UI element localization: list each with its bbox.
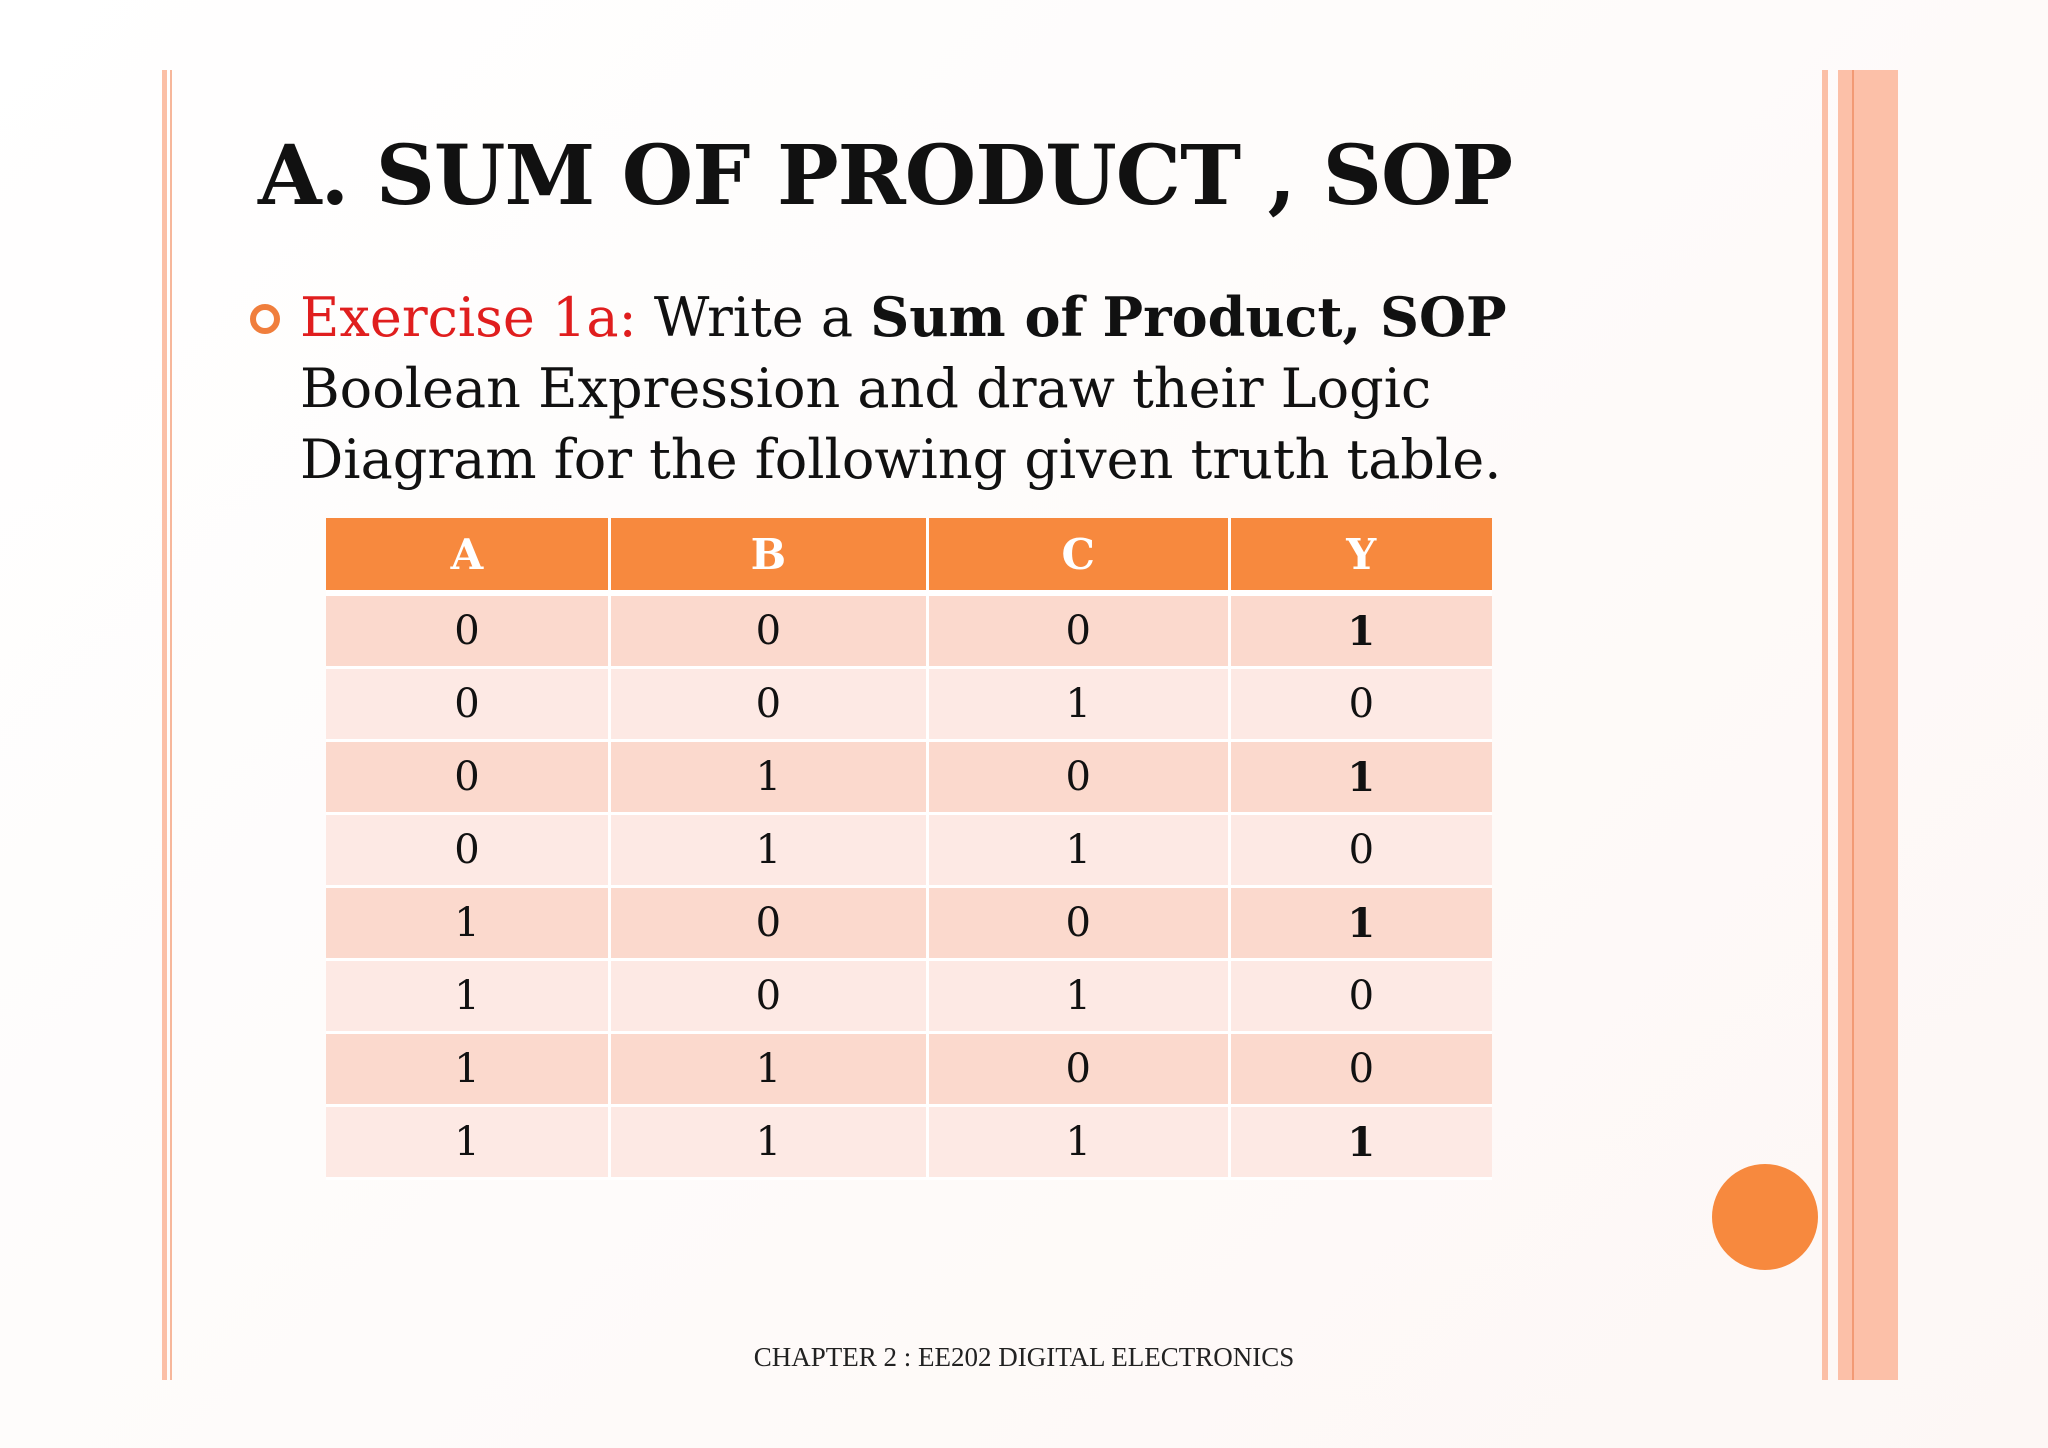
cell-a: 0 xyxy=(326,740,611,815)
truth-table-header-row: A B C Y xyxy=(326,518,1492,596)
exercise-paragraph: Exercise 1a: Write a Sum of Product, SOP… xyxy=(300,282,1560,495)
right-border-thick xyxy=(1838,70,1898,1380)
exercise-text-start: Write a xyxy=(636,286,871,349)
cell-a: 1 xyxy=(326,886,611,961)
cell-c: 1 xyxy=(927,813,1231,888)
cell-c: 0 xyxy=(927,886,1231,961)
cell-c: 0 xyxy=(927,593,1231,669)
table-row: 1 1 0 0 xyxy=(326,1032,1492,1107)
cell-y: 0 xyxy=(1229,959,1492,1034)
cell-c: 1 xyxy=(927,959,1231,1034)
cell-y: 1 xyxy=(1229,740,1492,815)
right-border-accent-line xyxy=(1852,70,1854,1380)
cell-c: 1 xyxy=(927,1105,1231,1180)
cell-a: 1 xyxy=(326,959,611,1034)
header-cell-y: Y xyxy=(1229,518,1492,596)
decorative-orange-circle xyxy=(1712,1164,1818,1270)
cell-y: 1 xyxy=(1229,593,1492,669)
cell-b: 0 xyxy=(609,667,929,742)
table-row: 0 1 1 0 xyxy=(326,813,1492,888)
cell-y: 0 xyxy=(1229,667,1492,742)
cell-y: 0 xyxy=(1229,1032,1492,1107)
cell-b: 0 xyxy=(609,959,929,1034)
cell-a: 0 xyxy=(326,813,611,888)
cell-y: 0 xyxy=(1229,813,1492,888)
header-cell-b: B xyxy=(609,518,929,596)
cell-y: 1 xyxy=(1229,1105,1492,1180)
table-row: 0 1 0 1 xyxy=(326,740,1492,815)
cell-a: 0 xyxy=(326,667,611,742)
cell-b: 1 xyxy=(609,740,929,815)
slide-title: A. SUM OF PRODUCT , SOP xyxy=(258,128,1513,224)
slide-footer: CHAPTER 2 : EE202 DIGITAL ELECTRONICS xyxy=(753,1342,1295,1372)
cell-y: 1 xyxy=(1229,886,1492,961)
table-row: 0 0 0 1 xyxy=(326,593,1492,669)
cell-a: 1 xyxy=(326,1032,611,1107)
cell-b: 0 xyxy=(609,593,929,669)
table-row: 1 0 1 0 xyxy=(326,959,1492,1034)
exercise-label: Exercise 1a: xyxy=(300,286,637,349)
table-row: 1 1 1 1 xyxy=(326,1105,1492,1180)
cell-b: 1 xyxy=(609,813,929,888)
cell-b: 1 xyxy=(609,1032,929,1107)
left-border-line xyxy=(170,70,172,1380)
exercise-text-end: Boolean Expression and draw their Logic … xyxy=(300,357,1502,491)
cell-b: 0 xyxy=(609,886,929,961)
header-cell-c: C xyxy=(927,518,1231,596)
left-border-stripe xyxy=(162,70,167,1380)
truth-table: A B C Y 0 0 0 1 0 0 1 0 0 1 0 xyxy=(326,518,1492,1180)
cell-c: 1 xyxy=(927,667,1231,742)
table-row: 1 0 0 1 xyxy=(326,886,1492,961)
right-border-thin xyxy=(1822,70,1828,1380)
table-row: 0 0 1 0 xyxy=(326,667,1492,742)
cell-a: 1 xyxy=(326,1105,611,1180)
cell-b: 1 xyxy=(609,1105,929,1180)
cell-c: 0 xyxy=(927,1032,1231,1107)
circle-bullet-icon xyxy=(250,304,280,334)
cell-a: 0 xyxy=(326,593,611,669)
exercise-bold-text: Sum of Product, SOP xyxy=(870,285,1507,349)
header-cell-a: A xyxy=(326,518,611,596)
cell-c: 0 xyxy=(927,740,1231,815)
